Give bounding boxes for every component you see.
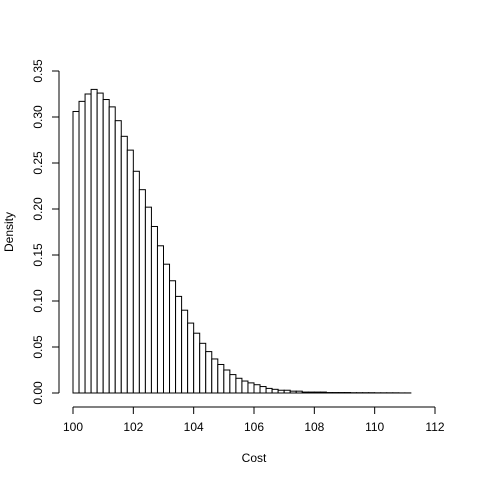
y-tick-label: 0.30 [31,105,45,129]
bars-group [72,88,412,394]
histogram-bar [223,369,231,394]
x-tick-label: 112 [425,420,444,434]
histogram-bar [199,342,207,394]
histogram-bar [102,99,110,394]
x-tick-label: 104 [184,420,204,434]
histogram-bar [271,388,279,394]
histogram-bar [175,295,183,394]
histogram-bar [169,280,177,394]
histogram-bar [259,386,267,394]
x-tick-label: 110 [365,420,384,434]
histogram-bar [301,391,309,394]
x-axis-title: Cost [242,451,267,465]
histogram-bar [114,120,122,394]
y-tick-label: 0.00 [31,381,45,405]
histogram-bar [120,135,128,394]
histogram-bar [217,363,225,394]
histogram-bar [150,225,158,394]
histogram-bar [241,380,249,394]
y-axis-title: Density [2,212,16,252]
histogram-bar [96,92,104,394]
histogram-bar [247,382,255,394]
histogram-bar [132,170,140,394]
histogram-bar [289,390,297,394]
y-tick-label: 0.10 [31,289,45,313]
y-tick-label: 0.20 [31,197,45,221]
histogram-bar [138,189,146,394]
histogram-bar [283,389,291,394]
histogram-bar [313,391,321,394]
x-tick-label: 108 [304,420,324,434]
histogram-bar [229,374,237,394]
histogram-bar [144,206,152,394]
histogram-bar [211,358,219,394]
histogram-bar [193,332,201,394]
histogram-bar [156,245,165,394]
y-tick-label: 0.35 [31,59,45,83]
histogram-bar [295,390,303,394]
histogram-bar [307,391,315,394]
y-tick-label: 0.05 [31,335,45,359]
x-tick-label: 100 [63,420,83,434]
histogram-bar [72,110,80,394]
x-tick-label: 102 [123,420,143,434]
histogram-bar [187,322,195,394]
histogram-bar [205,351,213,394]
histogram-bar [126,149,134,394]
histogram-bar [181,309,189,394]
histogram-bar [265,387,273,394]
y-axis: 0.00 0.05 0.10 0.15 0.20 0.25 0.30 0.35 [31,59,60,405]
histogram-bar [277,389,285,394]
histogram-bar [84,93,92,394]
x-tick-label: 106 [244,420,264,434]
x-axis: 100 102 104 106 108 110 112 [63,406,445,434]
histogram-bar [108,106,116,394]
histogram-bar [319,391,327,394]
histogram-bar [235,377,243,394]
histogram-bar [163,263,171,394]
histogram-bar [78,100,86,394]
histogram-bar [253,384,261,394]
histogram-bar [90,88,98,394]
y-tick-label: 0.15 [31,243,45,267]
y-tick-label: 0.25 [31,151,45,175]
